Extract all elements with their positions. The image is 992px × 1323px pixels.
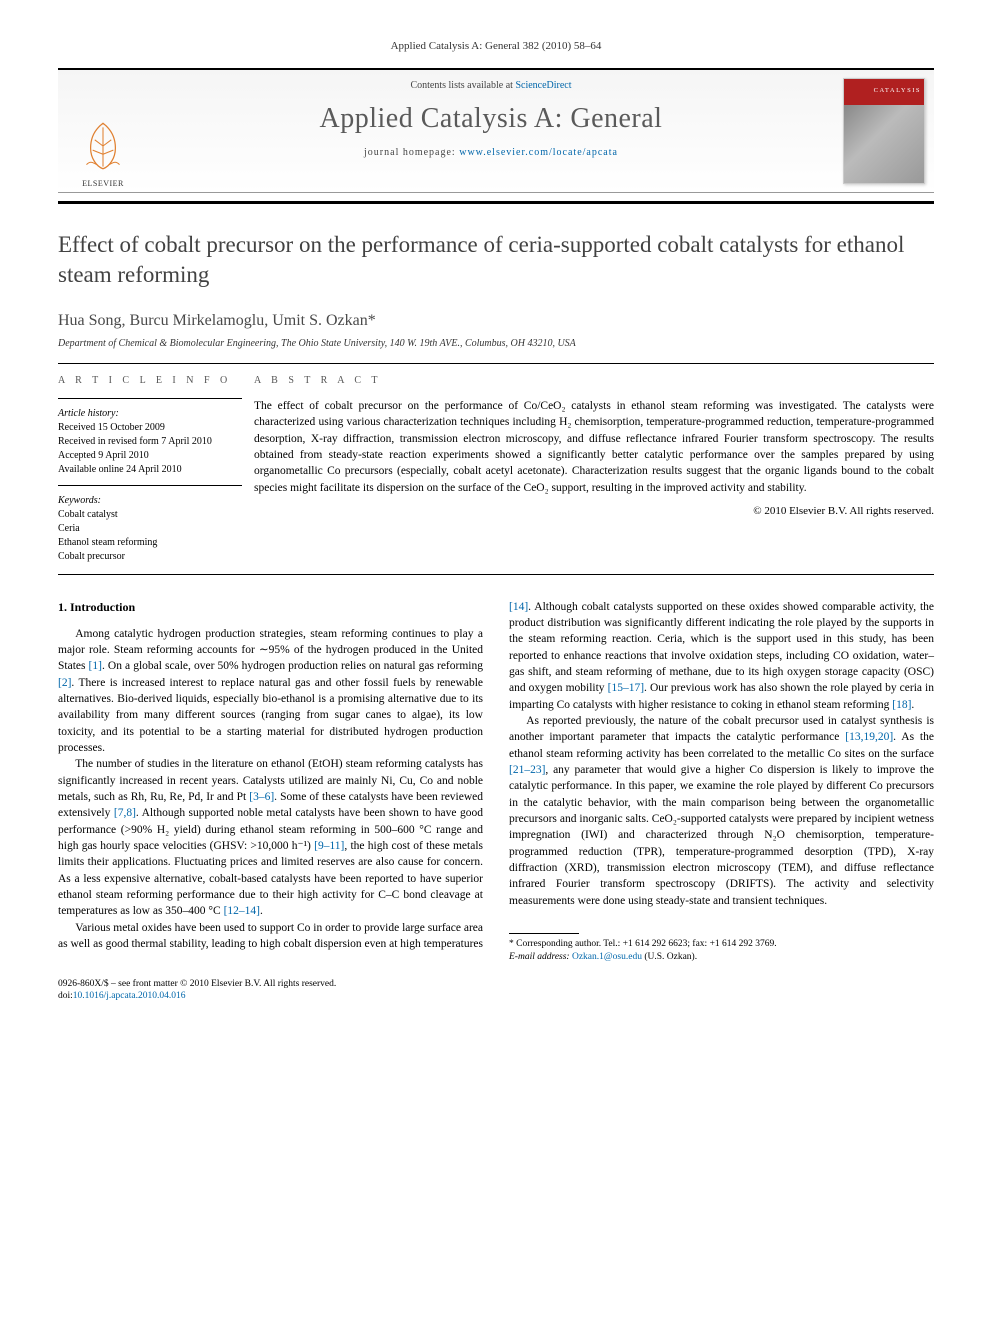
journal-cover-label: CATALYSIS: [844, 79, 924, 105]
citation-link[interactable]: [1]: [89, 660, 102, 672]
citation-link[interactable]: [7,8]: [114, 807, 136, 819]
abstract-heading: A B S T R A C T: [254, 374, 934, 388]
article-info-left: A R T I C L E I N F O Article history: R…: [58, 364, 254, 574]
email-link[interactable]: Ozkan.1@osu.edu: [572, 952, 642, 962]
article-title: Effect of cobalt precursor on the perfor…: [58, 230, 934, 290]
body-span: .: [911, 699, 914, 711]
email-label: E-mail address:: [509, 952, 572, 962]
author-list: Hua Song, Burcu Mirkelamoglu, Umit S. Oz…: [58, 312, 934, 330]
journal-cover-image: [844, 105, 924, 183]
publisher-block: ELSEVIER: [58, 70, 148, 192]
body-span: Various metal oxides have been used to s…: [58, 922, 483, 950]
citation-link[interactable]: [15–17]: [608, 682, 644, 694]
keyword: Cobalt precursor: [58, 550, 242, 564]
email-suffix: (U.S. Ozkan).: [642, 952, 697, 962]
journal-name: Applied Catalysis A: General: [148, 103, 834, 135]
keywords-label: Keywords:: [58, 494, 242, 508]
history-received: Received 15 October 2009: [58, 421, 242, 435]
abstract-copyright: © 2010 Elsevier B.V. All rights reserved…: [254, 504, 934, 520]
running-header: Applied Catalysis A: General 382 (2010) …: [58, 40, 934, 52]
affiliation: Department of Chemical & Biomolecular En…: [58, 338, 934, 349]
abstract-block: A B S T R A C T The effect of cobalt pre…: [254, 364, 934, 574]
article-info-block: A R T I C L E I N F O Article history: R…: [58, 363, 934, 575]
abstract-text: The effect of cobalt precursor on the pe…: [254, 398, 934, 496]
citation-link[interactable]: [14]: [509, 601, 528, 613]
contents-available-line: Contents lists available at ScienceDirec…: [148, 80, 834, 91]
homepage-prefix: journal homepage:: [364, 147, 459, 158]
keyword: Cobalt catalyst: [58, 508, 242, 522]
citation-link[interactable]: [2]: [58, 677, 71, 689]
contents-prefix: Contents lists available at: [410, 80, 515, 91]
body-span: .: [260, 905, 263, 917]
corresponding-author: * Corresponding author. Tel.: +1 614 292…: [509, 938, 934, 951]
sciencedirect-link[interactable]: ScienceDirect: [515, 80, 571, 91]
doi-link[interactable]: 10.1016/j.apcata.2010.04.016: [73, 991, 186, 1001]
article-info-heading: A R T I C L E I N F O: [58, 374, 242, 388]
history-revised: Received in revised form 7 April 2010: [58, 435, 242, 449]
paragraph: Among catalytic hydrogen production stra…: [58, 626, 483, 757]
page-footer: 0926-860X/$ – see front matter © 2010 El…: [58, 978, 934, 1004]
email-line: E-mail address: Ozkan.1@osu.edu (U.S. Oz…: [509, 951, 934, 964]
doi-line: doi:10.1016/j.apcata.2010.04.016: [58, 990, 934, 1003]
history-label: Article history:: [58, 407, 242, 421]
keyword: Ceria: [58, 522, 242, 536]
keyword: Ethanol steam reforming: [58, 536, 242, 550]
masthead-rule: [58, 201, 934, 204]
doi-label: doi:: [58, 991, 73, 1001]
citation-link[interactable]: [12–14]: [224, 905, 260, 917]
citation-link[interactable]: [13,19,20]: [845, 731, 893, 743]
history-accepted: Accepted 9 April 2010: [58, 449, 242, 463]
publisher-name: ELSEVIER: [82, 179, 124, 188]
body-text: 1. Introduction Among catalytic hydrogen…: [58, 599, 934, 964]
paragraph: The number of studies in the literature …: [58, 756, 483, 919]
journal-homepage-link[interactable]: www.elsevier.com/locate/apcata: [459, 147, 618, 158]
section-heading: 1. Introduction: [58, 599, 483, 616]
paragraph: As reported previously, the nature of th…: [509, 713, 934, 909]
citation-link[interactable]: [18]: [892, 699, 911, 711]
body-span: , any parameter that would give a higher…: [509, 764, 934, 907]
citation-link[interactable]: [3–6]: [249, 791, 274, 803]
citation-link[interactable]: [9–11]: [314, 840, 344, 852]
body-span: . Although cobalt catalysts supported on…: [509, 601, 934, 695]
citation-link[interactable]: [21–23]: [509, 764, 545, 776]
elsevier-tree-icon: [72, 115, 134, 177]
journal-cover-thumbnail: CATALYSIS: [843, 78, 925, 184]
footnote-rule: [509, 933, 579, 934]
footnote-block: * Corresponding author. Tel.: +1 614 292…: [509, 933, 934, 964]
body-span: . On a global scale, over 50% hydrogen p…: [102, 660, 483, 672]
front-matter-line: 0926-860X/$ – see front matter © 2010 El…: [58, 978, 934, 991]
journal-homepage-line: journal homepage: www.elsevier.com/locat…: [148, 147, 834, 158]
history-online: Available online 24 April 2010: [58, 463, 242, 477]
body-span: . There is increased interest to replace…: [58, 677, 483, 754]
journal-masthead: ELSEVIER Contents lists available at Sci…: [58, 68, 934, 193]
